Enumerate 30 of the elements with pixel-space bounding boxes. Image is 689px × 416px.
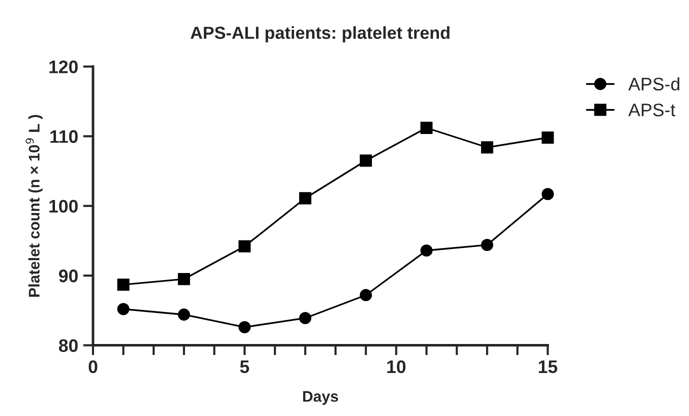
- y-axis-title: Platelet count (n × 10$^{9}$ L ): [26, 114, 43, 297]
- point: [178, 273, 190, 286]
- point: [360, 289, 372, 302]
- point: [542, 188, 554, 200]
- y-tick-label: 100: [49, 200, 78, 213]
- legend-label: APS-d: [628, 77, 680, 90]
- point: [481, 141, 494, 154]
- y-tick-label: 80: [58, 339, 78, 352]
- point: [420, 244, 433, 257]
- point: [238, 240, 251, 252]
- point: [178, 308, 190, 321]
- x-axis-title: Days: [303, 391, 338, 405]
- x-tick-label: 15: [538, 360, 558, 374]
- y-tick-label: 90: [58, 270, 78, 282]
- point: [299, 192, 312, 204]
- point: [360, 154, 372, 167]
- y-tick-label: 120: [49, 60, 78, 74]
- point: [238, 321, 251, 334]
- point: [117, 302, 130, 316]
- point: [420, 122, 433, 134]
- x-tick-label: 5: [240, 360, 250, 374]
- point: [299, 312, 312, 324]
- x-tick-label: 10: [387, 360, 406, 374]
- point: [117, 278, 130, 291]
- point: [481, 238, 494, 252]
- legend-label: APS-t: [628, 104, 676, 116]
- chart-title: APS-ALI patients: platelet trend: [190, 26, 450, 42]
- y-tick-label: 110: [50, 130, 78, 143]
- point: [542, 132, 554, 144]
- x-tick-label: 0: [88, 360, 98, 374]
